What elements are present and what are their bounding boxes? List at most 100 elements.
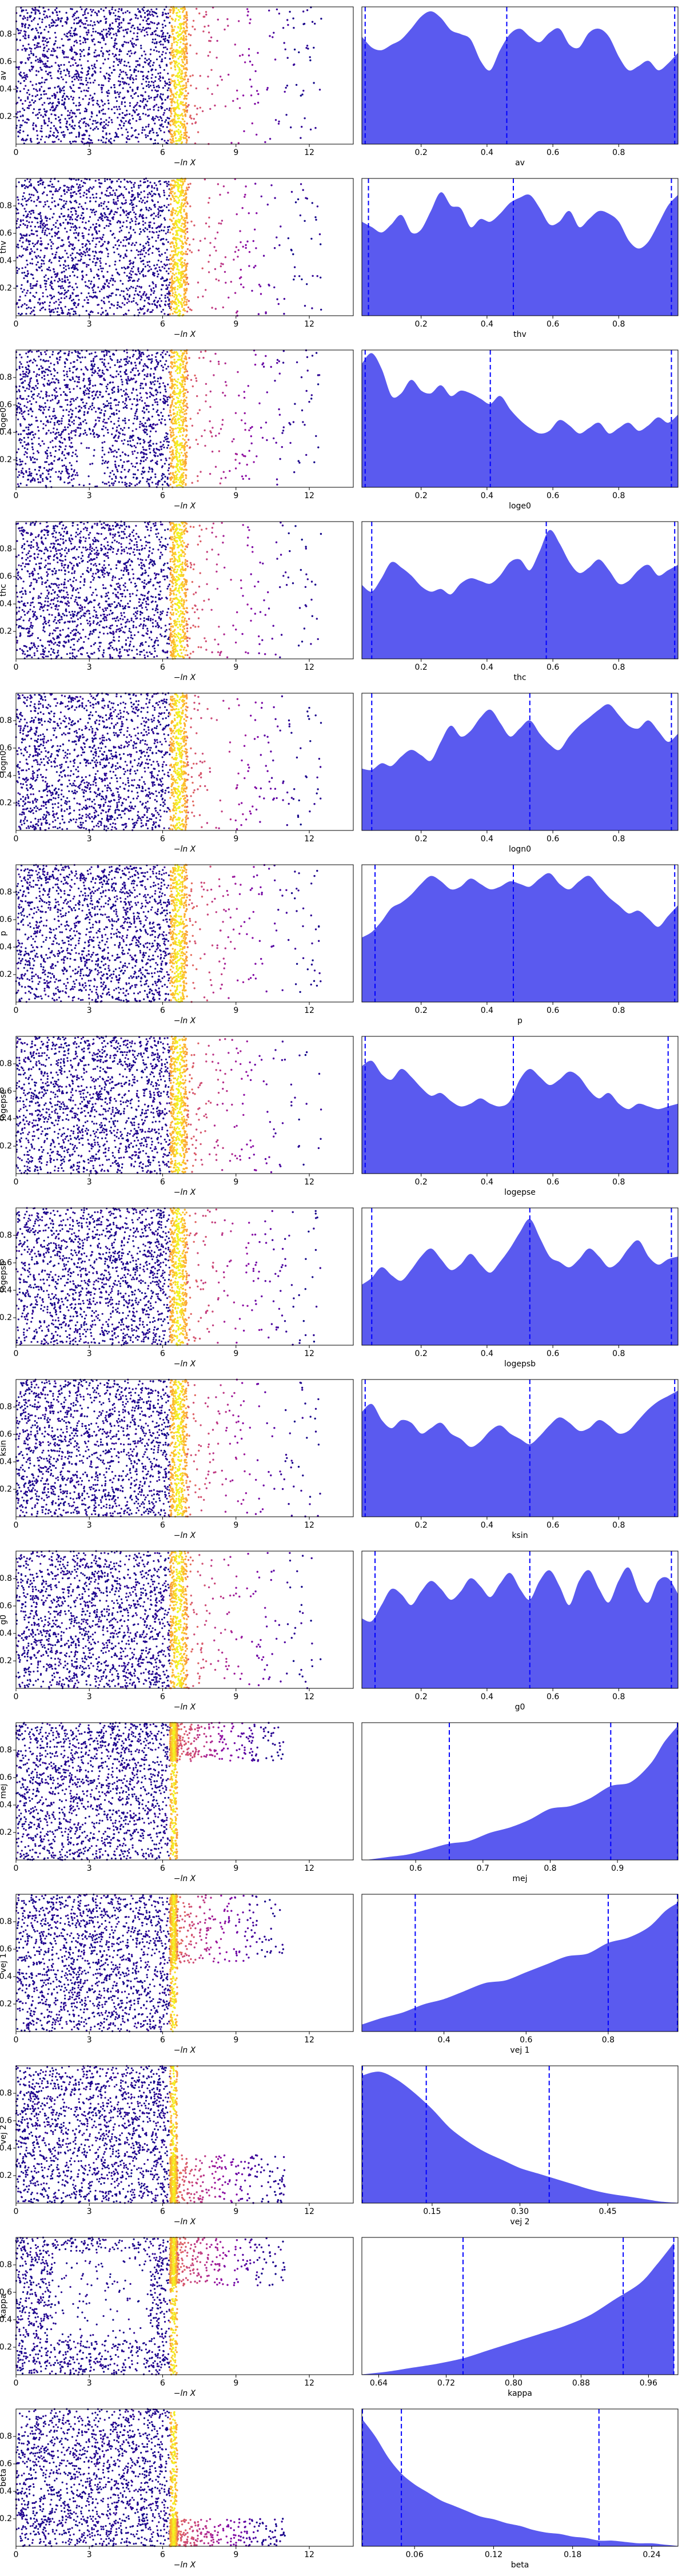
scatter-point <box>49 308 50 310</box>
scatter-point <box>135 39 137 41</box>
scatter-point <box>157 301 158 303</box>
scatter-point <box>180 136 182 138</box>
scatter-point <box>147 209 149 211</box>
scatter-point <box>157 273 159 275</box>
scatter-point <box>64 98 66 100</box>
scatter-point <box>70 65 71 67</box>
scatter-point <box>82 23 84 25</box>
scatter-point <box>107 90 109 92</box>
scatter-points <box>15 6 322 145</box>
scatter-point <box>108 286 110 288</box>
scatter-point <box>87 38 89 40</box>
scatter-point <box>88 102 90 104</box>
scatter-point <box>108 121 110 123</box>
scatter-point <box>40 114 42 116</box>
scatter-point <box>142 245 144 247</box>
scatter-point <box>100 313 102 315</box>
scatter-point <box>124 105 126 107</box>
scatter-point <box>137 309 139 311</box>
scatter-point <box>82 212 84 214</box>
scatter-point <box>186 109 188 111</box>
scatter-point <box>159 214 161 216</box>
scatter-point <box>138 279 139 280</box>
scatter-point <box>37 94 38 96</box>
scatter-point <box>52 194 54 196</box>
scatter-point <box>117 304 118 306</box>
scatter-point <box>139 253 141 255</box>
scatter-point <box>61 281 63 283</box>
scatter-point <box>49 260 50 262</box>
scatter-point <box>95 197 97 198</box>
scatter-point <box>44 141 46 143</box>
scatter-point <box>186 136 188 137</box>
scatter-point <box>202 30 204 32</box>
scatter-point <box>175 97 177 98</box>
scatter-point <box>101 202 102 204</box>
scatter-point <box>187 81 189 82</box>
scatter-point <box>107 241 109 243</box>
scatter-point <box>133 186 135 188</box>
scatter-point <box>43 222 45 224</box>
scatter-point <box>129 69 131 71</box>
scatter-point <box>48 118 50 120</box>
scatter-point <box>156 264 158 265</box>
scatter-point <box>58 260 60 262</box>
scatter-point <box>39 298 41 300</box>
scatter-point <box>49 284 51 286</box>
scatter-point <box>144 35 146 37</box>
scatter-point <box>182 118 184 120</box>
scatter-point <box>173 60 175 62</box>
scatter-point <box>26 74 27 75</box>
scatter-point <box>158 181 160 182</box>
scatter-point <box>161 294 162 296</box>
scatter-point <box>22 45 24 46</box>
scatter-point <box>88 241 90 243</box>
scatter-point <box>18 268 20 270</box>
scatter-point <box>22 10 24 11</box>
scatter-point <box>152 116 154 118</box>
scatter-point <box>55 96 57 97</box>
scatter-point <box>70 229 71 231</box>
scatter-point <box>50 71 51 73</box>
scatter-point <box>114 280 116 282</box>
scatter-point <box>129 288 130 289</box>
scatter-point <box>131 134 133 136</box>
scatter-point <box>82 243 83 245</box>
scatter-point <box>150 294 151 296</box>
scatter-point <box>129 237 131 238</box>
scatter-point <box>92 28 94 30</box>
scatter-point <box>18 68 19 70</box>
scatter-point <box>137 137 138 138</box>
scatter-point <box>35 292 37 293</box>
scatter-point <box>44 255 46 257</box>
scatter-point <box>118 96 120 98</box>
scatter-point <box>154 105 155 107</box>
scatter-point <box>171 136 173 137</box>
posterior-panel-av: 0.20.40.60.8av <box>362 7 678 168</box>
scatter-point <box>31 259 33 260</box>
scatter-point <box>45 309 46 311</box>
scatter-point <box>81 22 83 23</box>
scatter-point <box>30 104 31 106</box>
scatter-point <box>45 224 46 226</box>
scatter-point <box>103 137 105 138</box>
scatter-point <box>157 271 158 272</box>
scatter-point <box>78 75 79 77</box>
scatter-point <box>57 57 58 58</box>
scatter-point <box>129 22 130 24</box>
scatter-point <box>133 43 135 45</box>
scatter-point <box>107 125 109 126</box>
scatter-point <box>304 117 305 119</box>
scatter-point <box>178 117 180 119</box>
scatter-point <box>27 213 29 215</box>
x-tick-label: 9 <box>233 148 238 157</box>
scatter-point <box>68 267 70 269</box>
scatter-point <box>100 50 102 52</box>
scatter-point <box>163 9 165 10</box>
scatter-point <box>27 96 29 98</box>
scatter-point <box>143 248 145 249</box>
scatter-point <box>164 121 166 123</box>
scatter-point <box>121 290 122 292</box>
scatter-point <box>74 19 75 21</box>
scatter-point <box>242 54 244 55</box>
